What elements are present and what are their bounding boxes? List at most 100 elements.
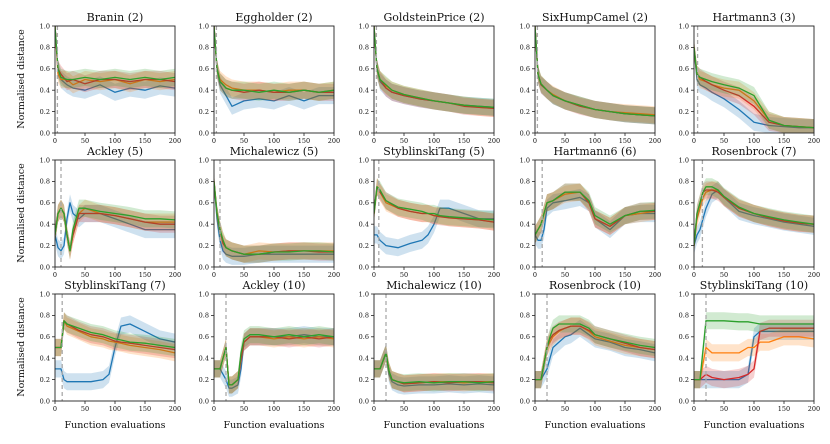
x-tick-label: 100	[748, 137, 760, 145]
x-tick-label: 200	[328, 271, 340, 279]
series-band-blue	[55, 194, 175, 260]
x-tick-label: 100	[268, 405, 280, 413]
subplot-styblinskitang-10: StyblinskiTang (10) 0.0 0.2 0.4 0.6 0.8 1.0 0 50…	[679, 279, 821, 413]
series-band-green	[55, 26, 175, 89]
y-tick-label: 0.6	[40, 65, 50, 73]
series-line-orange	[694, 336, 814, 381]
y-tick-label: 0.2	[359, 242, 369, 250]
x-tick-label: 0	[53, 137, 57, 145]
y-tick-label: 1.0	[679, 156, 689, 164]
x-tick-label: 0	[212, 405, 216, 413]
subplot-hartmann6-6: Hartmann6 (6) 0.0 0.2 0.4 0.6 0.8 1.0 0 50 100 150…	[520, 145, 662, 279]
plot-area	[214, 294, 334, 401]
x-tick-label: 200	[328, 405, 340, 413]
y-tick-label: 0.6	[40, 199, 50, 207]
y-tick-label: 0.8	[520, 312, 530, 320]
x-tick-label: 150	[458, 137, 470, 145]
y-tick-label: 0.4	[679, 355, 689, 363]
y-axis-label-row-2: Normalised distance	[16, 163, 27, 263]
x-tick-label: 0	[533, 137, 537, 145]
subplot-title: Hartmann6 (6)	[553, 145, 636, 158]
series-line-green	[55, 320, 175, 349]
y-tick-label: 0.8	[199, 178, 209, 186]
y-tick-label: 1.0	[199, 22, 209, 30]
x-tick-label: 0	[533, 405, 537, 413]
y-tick-label: 0.2	[520, 376, 530, 384]
plot-area	[214, 160, 334, 267]
x-tick-label: 150	[298, 405, 310, 413]
series-band-red	[374, 344, 494, 393]
series-band-orange	[55, 199, 175, 260]
series-line-blue	[214, 26, 334, 107]
y-tick-label: 0.0	[520, 263, 530, 271]
y-tick-label: 0.2	[679, 108, 689, 116]
plot-area	[535, 26, 655, 133]
series-band-blue	[694, 38, 814, 133]
x-tick-label: 50	[720, 271, 728, 279]
subplot-title: SixHumpCamel (2)	[542, 11, 648, 24]
series-band-red	[214, 172, 334, 263]
series-line-green	[694, 320, 814, 381]
y-tick-label: 0.4	[199, 87, 209, 95]
series-band-green	[214, 26, 334, 101]
y-tick-label: 1.0	[359, 22, 369, 30]
series-band-red	[535, 183, 655, 244]
series-band-orange	[535, 317, 655, 389]
series-band-orange	[214, 26, 334, 101]
x-tick-label: 200	[169, 137, 181, 145]
y-tick-label: 0.6	[359, 333, 369, 341]
y-tick-label: 1.0	[40, 156, 50, 164]
x-tick-label: 150	[619, 137, 631, 145]
y-tick-label: 0.4	[679, 221, 689, 229]
y-tick-label: 0.2	[679, 242, 689, 250]
y-tick-label: 1.0	[199, 290, 209, 298]
series-band-red	[535, 26, 655, 125]
x-tick-label: 100	[589, 405, 601, 413]
y-tick-label: 0.6	[359, 65, 369, 73]
series-band-orange	[694, 328, 814, 389]
y-tick-label: 0.2	[40, 376, 50, 384]
subplot-title: Michalewicz (5)	[230, 145, 319, 158]
x-tick-label: 0	[692, 405, 696, 413]
y-tick-label: 0.8	[679, 178, 689, 186]
series-band-red	[694, 38, 814, 133]
series-line-green	[535, 323, 655, 381]
y-tick-label: 0.0	[40, 397, 50, 405]
x-tick-label: 200	[169, 271, 181, 279]
y-tick-label: 0.8	[679, 312, 689, 320]
subplot-michalewicz-5: Michalewicz (5) 0.0 0.2 0.4 0.6 0.8 1.0 0 50 100 1…	[199, 145, 341, 279]
series-band-green	[535, 183, 655, 244]
x-tick-label: 0	[692, 271, 696, 279]
subplot-rosenbrock-10: Rosenbrock (10) 0.0 0.2 0.4 0.6 0.8 1.0 0 50 100 1…	[520, 279, 662, 413]
y-tick-label: 0.0	[359, 129, 369, 137]
y-tick-label: 0.0	[520, 129, 530, 137]
y-tick-label: 0.8	[359, 178, 369, 186]
subplot-ackley-10: Ackley (10) 0.0 0.2 0.4 0.6 0.8 1.0 0 50 100 150 20…	[199, 279, 341, 413]
y-tick-label: 0.8	[520, 178, 530, 186]
y-tick-label: 1.0	[359, 290, 369, 298]
series-line-green	[694, 47, 814, 129]
plot-area	[374, 160, 494, 267]
series-line-green	[214, 334, 334, 386]
series-band-green	[535, 315, 655, 389]
x-tick-label: 50	[400, 137, 408, 145]
series-band-red	[694, 181, 814, 255]
y-tick-label: 0.4	[199, 221, 209, 229]
x-tick-label: 0	[53, 405, 57, 413]
series-band-green	[55, 312, 175, 357]
x-tick-label: 0	[692, 137, 696, 145]
y-tick-label: 0.2	[199, 376, 209, 384]
x-tick-label: 200	[169, 405, 181, 413]
series-line-green	[374, 186, 494, 221]
series-line-green	[214, 26, 334, 93]
series-line-blue	[374, 207, 494, 249]
series-band-green	[214, 172, 334, 263]
series-band-green	[535, 26, 655, 125]
series-band-green	[694, 312, 814, 389]
y-tick-label: 0.2	[359, 108, 369, 116]
x-tick-label: 100	[589, 137, 601, 145]
subplot-branin-2: Branin (2) 0.0 0.2 0.4 0.6 0.8 1.0 0 50 100 150 200	[40, 11, 182, 145]
x-tick-label: 0	[212, 137, 216, 145]
subplot-title: Rosenbrock (10)	[549, 279, 641, 292]
y-tick-label: 0.4	[199, 355, 209, 363]
